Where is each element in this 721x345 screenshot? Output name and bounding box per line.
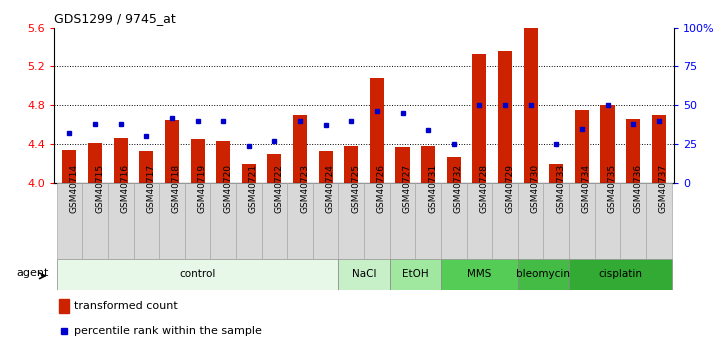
Bar xyxy=(287,183,313,259)
Bar xyxy=(114,138,128,183)
Bar xyxy=(518,183,544,259)
Text: EtOH: EtOH xyxy=(402,269,429,279)
Bar xyxy=(344,146,358,183)
Bar xyxy=(262,183,287,259)
Bar xyxy=(441,259,518,290)
Text: GSM40714: GSM40714 xyxy=(69,165,79,214)
Bar xyxy=(216,141,230,183)
Text: GSM40732: GSM40732 xyxy=(454,165,463,214)
Text: GSM40724: GSM40724 xyxy=(326,165,335,213)
Text: GSM40720: GSM40720 xyxy=(224,165,232,214)
Text: GSM40716: GSM40716 xyxy=(120,164,130,214)
Bar xyxy=(57,183,82,259)
Text: GSM40734: GSM40734 xyxy=(582,165,591,214)
Bar xyxy=(498,51,512,183)
Text: NaCl: NaCl xyxy=(352,269,376,279)
Bar xyxy=(620,183,646,259)
Bar xyxy=(390,183,415,259)
Bar xyxy=(544,183,569,259)
Text: GSM40722: GSM40722 xyxy=(275,165,283,213)
Bar xyxy=(396,147,410,183)
Bar xyxy=(190,139,205,183)
Text: GSM40733: GSM40733 xyxy=(557,164,565,214)
Bar xyxy=(492,183,518,259)
Bar xyxy=(390,259,441,290)
Bar xyxy=(652,115,665,183)
Text: GSM40717: GSM40717 xyxy=(146,164,155,214)
Bar xyxy=(575,110,589,183)
Bar xyxy=(595,183,620,259)
Bar xyxy=(447,157,461,183)
Bar xyxy=(293,115,307,183)
Text: GSM40729: GSM40729 xyxy=(505,165,514,214)
Text: GSM40731: GSM40731 xyxy=(428,164,437,214)
Text: MMS: MMS xyxy=(467,269,492,279)
Bar xyxy=(165,120,179,183)
Bar xyxy=(242,165,256,183)
Bar xyxy=(139,151,154,183)
Bar xyxy=(601,105,614,183)
Text: GSM40723: GSM40723 xyxy=(300,165,309,214)
Bar xyxy=(185,183,211,259)
Bar xyxy=(338,183,364,259)
Bar xyxy=(82,183,108,259)
Bar xyxy=(108,183,133,259)
Bar xyxy=(133,183,159,259)
Bar xyxy=(159,183,185,259)
Bar xyxy=(364,183,390,259)
Bar xyxy=(319,151,332,183)
Text: percentile rank within the sample: percentile rank within the sample xyxy=(74,326,262,336)
Bar xyxy=(441,183,466,259)
Bar xyxy=(523,28,538,183)
Bar xyxy=(421,146,435,183)
Bar xyxy=(370,78,384,183)
Bar xyxy=(466,183,492,259)
Text: GDS1299 / 9745_at: GDS1299 / 9745_at xyxy=(54,12,176,25)
Bar xyxy=(415,183,441,259)
Text: GSM40721: GSM40721 xyxy=(249,165,258,214)
Text: bleomycin: bleomycin xyxy=(516,269,570,279)
Bar xyxy=(267,154,281,183)
Text: cisplatin: cisplatin xyxy=(598,269,642,279)
Bar xyxy=(236,183,262,259)
Bar xyxy=(646,183,671,259)
Text: GSM40736: GSM40736 xyxy=(633,164,642,214)
Bar xyxy=(211,183,236,259)
Bar xyxy=(626,119,640,183)
Bar xyxy=(518,259,569,290)
Text: GSM40735: GSM40735 xyxy=(608,164,616,214)
Text: GSM40730: GSM40730 xyxy=(531,164,539,214)
Text: GSM40737: GSM40737 xyxy=(659,164,668,214)
Text: GSM40727: GSM40727 xyxy=(402,165,412,214)
Bar xyxy=(338,259,390,290)
Text: GSM40728: GSM40728 xyxy=(479,165,488,214)
Text: GSM40718: GSM40718 xyxy=(172,164,181,214)
Bar xyxy=(59,299,69,313)
Text: control: control xyxy=(180,269,216,279)
Bar xyxy=(569,183,595,259)
Bar xyxy=(88,143,102,183)
Bar xyxy=(569,259,671,290)
Text: agent: agent xyxy=(16,268,48,278)
Text: GSM40725: GSM40725 xyxy=(351,165,360,214)
Bar xyxy=(63,150,76,183)
Bar xyxy=(472,54,487,183)
Bar xyxy=(549,165,563,183)
Bar xyxy=(313,183,338,259)
Text: GSM40726: GSM40726 xyxy=(377,165,386,214)
Text: GSM40719: GSM40719 xyxy=(198,164,206,214)
Bar xyxy=(57,259,338,290)
Text: GSM40715: GSM40715 xyxy=(95,164,104,214)
Text: transformed count: transformed count xyxy=(74,301,177,311)
